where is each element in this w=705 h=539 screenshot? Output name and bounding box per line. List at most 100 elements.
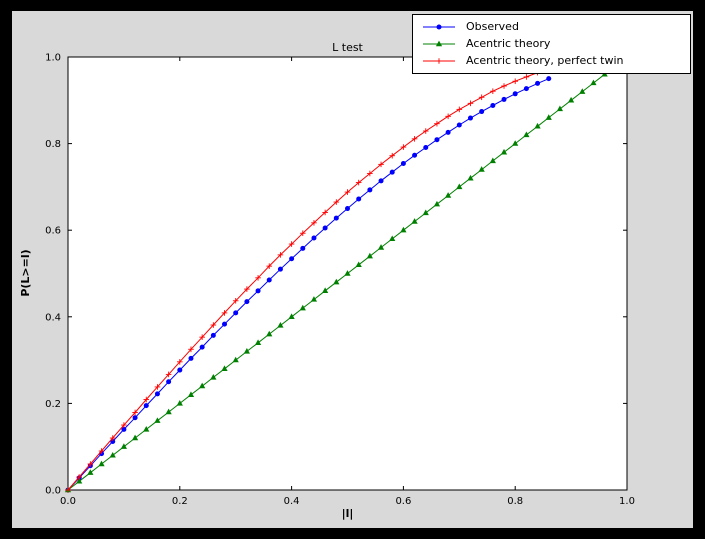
- series-marker-1: [355, 261, 362, 268]
- series-marker-0: [177, 367, 183, 373]
- series-marker-0: [479, 109, 485, 115]
- series-marker-1: [221, 365, 228, 371]
- series-marker-0: [143, 403, 149, 409]
- series-marker-1: [87, 469, 94, 475]
- series-marker-0: [445, 129, 451, 135]
- series-marker-0: [490, 102, 496, 108]
- y-axis-label: P(L>=l): [19, 249, 32, 296]
- legend-label: Acentric theory: [466, 37, 551, 50]
- series-marker-1: [534, 122, 541, 129]
- x-tick-label: 0.2: [172, 496, 188, 507]
- y-tick-label: 0.8: [45, 139, 61, 150]
- x-tick-label: 1.0: [619, 496, 635, 507]
- series-marker-0: [345, 206, 350, 212]
- series-marker-0: [523, 86, 529, 92]
- series-marker-0: [456, 122, 462, 128]
- y-tick-label: 1.0: [45, 53, 61, 64]
- series-marker-0: [501, 96, 507, 102]
- series-marker-1: [322, 287, 329, 294]
- series-marker-1: [568, 96, 575, 103]
- series-marker-1: [187, 391, 195, 397]
- series-marker-0: [434, 137, 440, 143]
- series-marker-0: [389, 169, 395, 175]
- y-tick-label: 0.6: [45, 226, 61, 237]
- series-marker-0: [188, 355, 194, 361]
- series-marker-0: [210, 332, 216, 338]
- series-marker-1: [143, 425, 150, 432]
- series-marker-1: [333, 278, 340, 285]
- series-marker-0: [266, 277, 272, 283]
- series-marker-1: [400, 226, 407, 233]
- series-marker-0: [400, 161, 406, 167]
- series-marker-0: [423, 144, 429, 150]
- series-marker-0: [535, 80, 541, 86]
- legend-line-sample: [423, 58, 455, 64]
- legend-entry-1: Acentric theory: [421, 37, 682, 51]
- legend: Observed Acentric theory Acentric theory, …: [412, 14, 691, 74]
- plot-area: 0.0 0.2 0.4 0.6 0.8 1.0 0.0 0.2 0.4 0.6 0.8 1.0 L t…: [19, 41, 635, 520]
- series-marker-0: [110, 439, 116, 445]
- series-marker-1: [433, 200, 441, 207]
- series-marker-0: [378, 178, 384, 184]
- series-marker-1: [310, 296, 318, 302]
- series-marker-1: [277, 322, 284, 328]
- x-tick-label: 0.4: [284, 496, 300, 507]
- series-marker-1: [165, 408, 172, 415]
- series-marker-0: [311, 235, 317, 241]
- series-marker-1: [556, 105, 564, 112]
- x-axis-label: |l|: [342, 507, 354, 520]
- series-marker-1: [266, 330, 273, 337]
- chart-title: L test: [332, 41, 363, 54]
- series-marker-0: [154, 391, 160, 397]
- triangle-marker-icon: [435, 40, 443, 47]
- series-marker-0: [356, 196, 362, 202]
- series-marker-1: [545, 114, 552, 120]
- series-marker-1: [366, 252, 373, 259]
- series-marker-0: [233, 310, 239, 316]
- series-marker-0: [333, 215, 339, 221]
- series-marker-1: [210, 374, 217, 380]
- legend-line-sample: [423, 40, 455, 47]
- x-tick-label: 0.8: [507, 496, 523, 507]
- circle-marker-icon: [436, 24, 442, 30]
- series-marker-0: [300, 245, 306, 251]
- series-marker-1: [199, 382, 206, 389]
- series-marker-0: [412, 152, 418, 158]
- series-marker-1: [489, 157, 496, 164]
- series-marker-1: [523, 131, 530, 138]
- series-marker-1: [467, 174, 474, 181]
- series-marker-1: [377, 244, 385, 250]
- series-marker-1: [411, 218, 418, 224]
- y-tick-label: 0.4: [45, 312, 61, 323]
- legend-entry-2: Acentric theory, perfect twin: [421, 54, 682, 68]
- series-marker-1: [422, 209, 429, 216]
- series-marker-1: [579, 88, 586, 94]
- x-tick-label: 0.6: [395, 496, 411, 507]
- series-marker-0: [132, 415, 138, 421]
- series-marker-1: [590, 79, 597, 86]
- series-marker-0: [166, 379, 172, 385]
- series-marker-1: [109, 451, 116, 458]
- series-marker-1: [254, 339, 262, 345]
- series-marker-1: [98, 460, 105, 467]
- legend-line-sample: [423, 24, 455, 30]
- series-marker-1: [445, 192, 452, 198]
- legend-label: Acentric theory, perfect twin: [466, 54, 624, 67]
- series-marker-0: [244, 299, 250, 305]
- y-tick-label: 0.2: [45, 399, 61, 410]
- series-marker-1: [176, 400, 183, 406]
- series-marker-0: [255, 288, 261, 294]
- series-marker-1: [478, 166, 485, 172]
- series-marker-0: [121, 426, 127, 432]
- series-marker-0: [322, 225, 328, 231]
- series-marker-0: [222, 321, 228, 327]
- series-marker-1: [299, 304, 306, 311]
- series-marker-1: [243, 348, 250, 354]
- series-marker-1: [456, 183, 463, 190]
- x-tick-label: 0.0: [60, 496, 76, 507]
- figure-canvas: 0.0 0.2 0.4 0.6 0.8 1.0 0.0 0.2 0.4 0.6 0.8 1.0 L t…: [12, 11, 693, 528]
- series-marker-1: [120, 443, 127, 449]
- series-marker-1: [512, 140, 519, 146]
- series-marker-1: [131, 434, 139, 441]
- legend-entry-0: Observed: [421, 20, 682, 34]
